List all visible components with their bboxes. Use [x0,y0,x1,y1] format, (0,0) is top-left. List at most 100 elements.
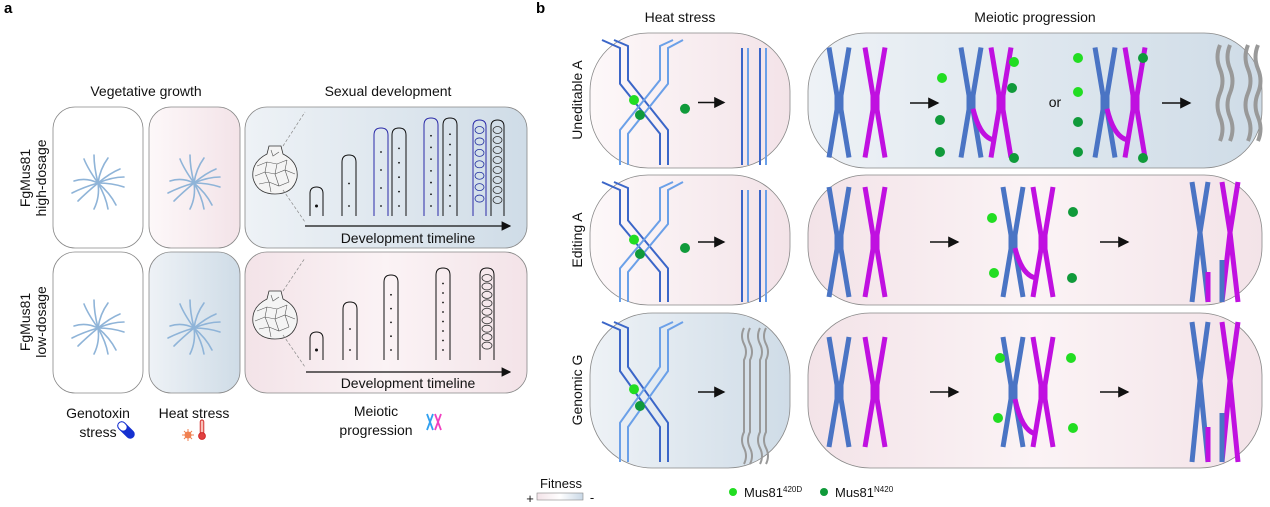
nucleus-dot [380,169,382,171]
nucleus-dot [430,134,432,137]
mus81-dot [1073,147,1083,157]
nucleus-dot [380,205,382,207]
zoom-guide-lines [282,111,306,368]
degraded-chromosome [1225,44,1235,142]
nucleus-dot [390,307,392,310]
ascospore [481,307,493,316]
broken-strand [757,327,763,465]
ascospore [474,126,485,134]
sun-icon [182,429,194,441]
recombinant-chromosome [1189,321,1211,463]
broken-strand [741,327,747,465]
ascospore [481,333,493,342]
nucleus-dot [449,153,451,156]
nucleus-dot [430,181,432,184]
box-sexual-low [244,251,528,394]
nucleus-dot [442,349,444,351]
ascus [341,154,357,216]
holliday-junction-strands [619,321,684,462]
row-label-editing-a: Editing A [569,212,585,268]
ascus [472,119,487,216]
nucleus-dot [390,335,392,338]
pill-icon [117,421,135,439]
row-label-line2: low-dosage [33,286,49,358]
fitness-title: Fitness [540,476,582,491]
mus81-n420-dot [820,488,828,496]
timeline-label: Development timeline [341,230,476,246]
ascospore [492,136,503,144]
crossover-segment [970,108,995,143]
recombinant-chromosome [1219,181,1241,303]
timeline-label: Development timeline [341,375,476,391]
ascus [391,127,407,216]
ascus [342,301,358,360]
mus81-dot [1007,83,1017,93]
crossover-segment [1012,247,1037,281]
recombinant-chromosome [1219,321,1241,463]
nucleus-dot [349,349,351,351]
nucleus-dot [449,194,451,197]
recombinant-chromosome [1189,181,1211,303]
heat-stress-drawings [601,39,769,465]
genotoxin-label-line1: Genotoxin [66,405,130,421]
ascospore [481,316,493,325]
ascospore [474,194,485,203]
nucleus-dot [430,205,432,207]
nucleus-dot [398,147,400,150]
nucleus-dot [430,158,432,161]
nucleus-dot [442,301,444,304]
crossover-segment [1012,398,1037,437]
nucleus-dot [449,143,451,146]
meiotic-label-line2: progression [339,422,412,438]
mus81-dot [1138,53,1148,63]
or-label: or [1049,94,1062,110]
nucleus-dot [442,282,444,285]
mus81-dot [993,413,1003,423]
ascospore [492,176,503,184]
degraded-chromosome [1215,44,1225,142]
mus81-dot [1009,57,1019,67]
ascus [309,186,324,216]
nucleus-dot [449,164,451,166]
mus81-dot [1009,153,1019,163]
heat-stress-label: Heat stress [159,405,230,421]
box-meiosis-genomic [807,312,1263,469]
mus81-dot [629,384,639,395]
mus81-legend: Mus81420D Mus81N420 [729,485,894,500]
box-genotoxin-high [52,106,144,249]
ascospore [492,196,503,204]
row-label-uneditable-a: Uneditable A [569,60,585,140]
mus81-dot [995,353,1005,363]
box-meiosis-uneditable [807,32,1263,169]
mus81-dot [1138,153,1148,163]
box-meiosis-editing [807,174,1263,306]
fitness-plus: + [526,491,534,506]
ascus [435,267,451,360]
ascus [383,274,399,360]
nucleus-dot [348,205,350,207]
box-heat-editing [589,174,791,306]
mus81-dot [1073,117,1083,127]
nucleus-dot [449,133,451,136]
nucleus-dot [348,182,350,185]
vegetative-growth-header: Vegetative growth [90,83,201,99]
mus81-dot [1073,53,1083,63]
ascus [373,127,389,216]
nucleus-dot [442,339,444,342]
mus81-dot [680,243,690,253]
mus81-dot [635,401,645,411]
degraded-chromosome [1253,44,1263,142]
ascospore [481,274,493,282]
row-label-line1: FgMus81 [17,293,33,352]
fitness-legend: Fitness + - [526,476,594,506]
ascospore [481,341,493,350]
nucleus-dot [349,328,351,330]
genotoxin-label-line2: stress [79,424,116,440]
holliday-junction-strands [601,321,669,462]
mus81-420d-label: Mus81420D [744,485,802,500]
ascospore [474,183,485,192]
mus81-dot [1073,87,1083,97]
box-genotoxin-low [52,251,144,394]
nucleus-dot [390,349,392,351]
